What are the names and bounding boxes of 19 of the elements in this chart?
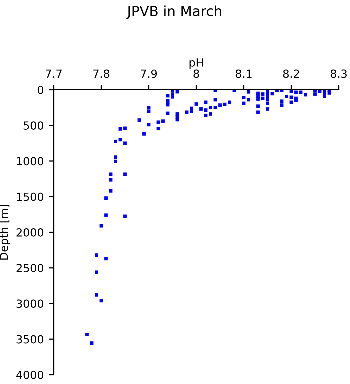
- y-tick-label: 3000: [16, 300, 44, 308]
- y-axis-title: Depth [m]: [0, 205, 10, 260]
- y-tick-label: 3500: [16, 335, 44, 344]
- y-tick-label: 500: [24, 122, 44, 130]
- x-tick-label: 7.8: [94, 70, 110, 78]
- x-tick-label: 8: [194, 70, 200, 78]
- x-axis-title: pH: [190, 58, 204, 70]
- y-tick-label: 2500: [16, 264, 44, 273]
- x-tick-label: 7.9: [141, 70, 158, 78]
- y-tick-label: 1000: [17, 157, 44, 166]
- x-tick-label: 8.3: [330, 70, 347, 78]
- x-tick-label: 8.1: [236, 70, 252, 78]
- y-tick-label: 1500: [17, 192, 44, 202]
- y-tick-label: 4000: [16, 370, 44, 380]
- chart-title: JPVB in March: [126, 6, 222, 20]
- y-tick-label: 0: [38, 86, 44, 94]
- x-tick-label: 8.2: [283, 70, 300, 78]
- x-tick-label: 7.7: [46, 70, 62, 78]
- y-tick-label: 2000: [16, 228, 44, 237]
